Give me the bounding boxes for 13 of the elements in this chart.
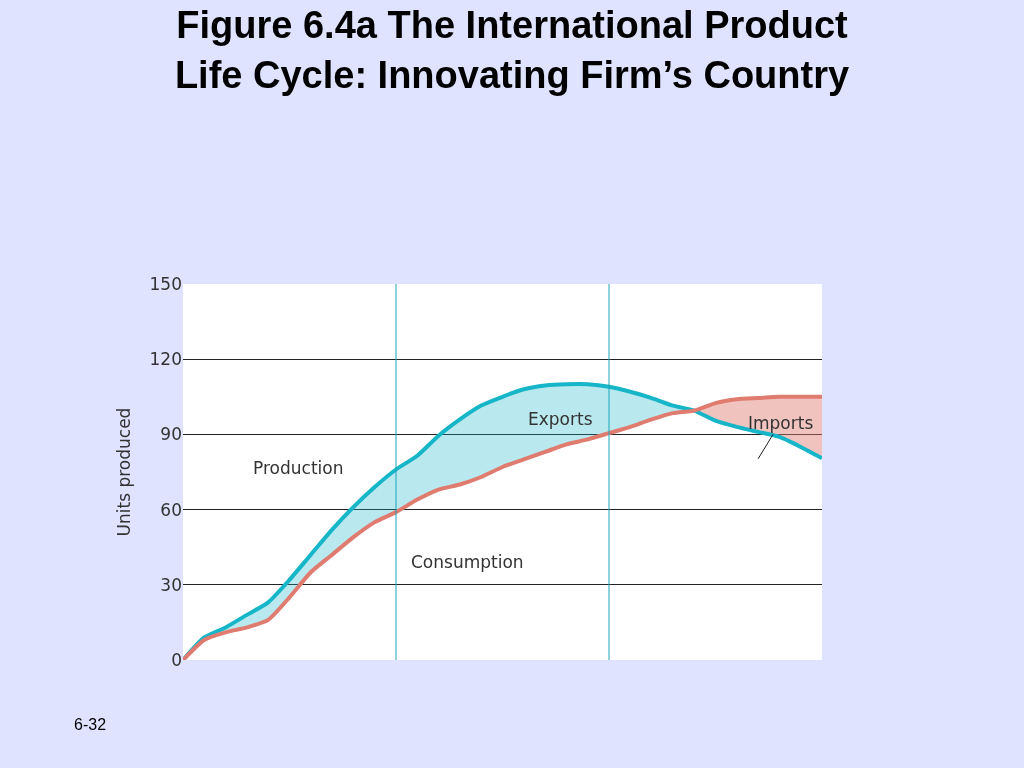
- y-axis-title: Units produced: [114, 407, 135, 537]
- y-tick-label: 90: [160, 424, 182, 445]
- y-tick-label: 60: [160, 499, 182, 520]
- annotation: Imports: [748, 413, 814, 433]
- y-tick-label: 30: [160, 574, 182, 595]
- text: Consumption: [411, 552, 524, 572]
- series-label: Production: [253, 458, 344, 478]
- y-tick-label: 150: [149, 273, 182, 294]
- text: 6-32: [74, 716, 107, 733]
- y-tick-label: 0: [171, 649, 182, 670]
- y-tick-label: 120: [149, 349, 182, 370]
- chart-title: Figure 6.4a The International Product Life Cycle: Innovating Firm’s Country: [174, 4, 850, 96]
- annotation: Exports: [528, 409, 593, 429]
